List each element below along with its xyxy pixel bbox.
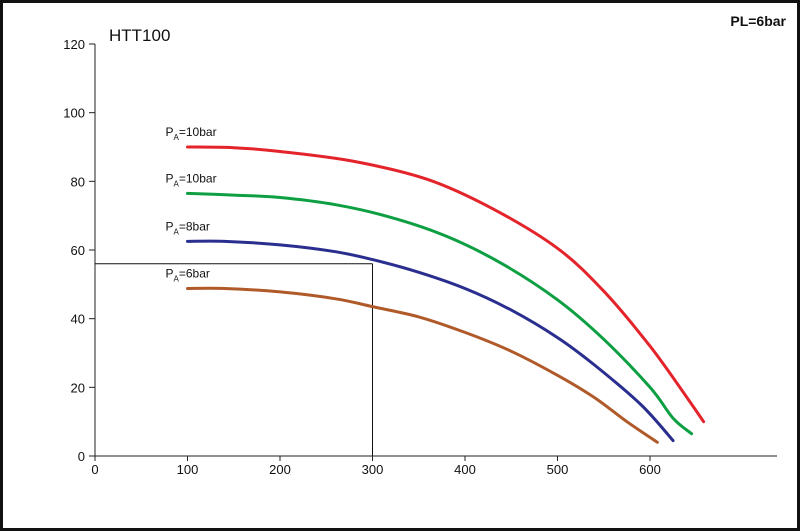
pl-annotation: PL=6bar [730, 13, 786, 29]
series-label-pa8: PA=8bar [166, 219, 210, 236]
y-tick-label: 100 [63, 106, 85, 121]
y-tick-label: 40 [71, 312, 85, 327]
y-tick-label: 60 [71, 243, 85, 258]
y-tick-label: 20 [71, 380, 85, 395]
x-tick-label: 500 [547, 462, 569, 477]
x-tick-label: 200 [269, 462, 291, 477]
curve-pa6 [186, 286, 659, 444]
x-tick-label: 0 [91, 462, 98, 477]
curve-pa8 [186, 239, 675, 443]
series-label-pa10-green: PA=10bar [166, 171, 217, 188]
curve-pa10-green [186, 191, 694, 436]
y-tick-label: 0 [78, 449, 85, 464]
x-tick-label: 100 [177, 462, 199, 477]
x-tick-label: 600 [639, 462, 661, 477]
chart-title: HTT100 [109, 26, 170, 45]
curve-pa10-red [186, 145, 706, 424]
x-tick-label: 400 [454, 462, 476, 477]
x-tick-label: 300 [362, 462, 384, 477]
y-tick-label: 80 [71, 174, 85, 189]
y-tick-label: 120 [63, 37, 85, 52]
series-label-pa10-red: PA=10bar [166, 125, 217, 142]
series-label-pa6: PA=6bar [166, 266, 210, 283]
